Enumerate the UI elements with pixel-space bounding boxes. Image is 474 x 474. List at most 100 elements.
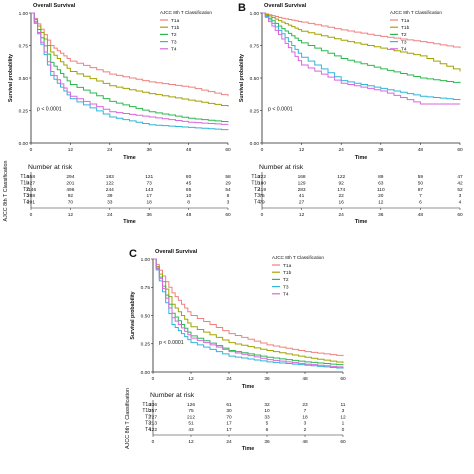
- risk-count: 3: [459, 193, 462, 199]
- series-line-t1a: [262, 12, 461, 49]
- y-tick-label: 0.75: [250, 43, 260, 49]
- series-line-t1a: [153, 258, 344, 357]
- risk-x-tick-label: 48: [186, 212, 192, 218]
- series-line-t4: [31, 12, 229, 125]
- y-tick-label: 0.75: [141, 285, 151, 291]
- y-tick-label: 0.50: [141, 313, 151, 319]
- risk-x-tick-label: 0: [152, 439, 155, 445]
- x-tick-label: 48: [302, 376, 308, 382]
- legend-label: T4: [171, 47, 177, 53]
- risk-count: 201: [66, 180, 74, 186]
- risk-count: 50: [418, 180, 424, 186]
- y-tick-label: 0.00: [250, 141, 260, 147]
- risk-count: 92: [339, 180, 345, 186]
- risk-count: 7: [304, 408, 307, 414]
- risk-count: 39: [107, 193, 113, 199]
- legend-label: T1a: [171, 18, 180, 24]
- series-line-t1b: [153, 258, 344, 363]
- risk-count: 17: [147, 193, 153, 199]
- risk-count: 75: [188, 408, 194, 414]
- legend-label: T3: [283, 284, 289, 290]
- legend-title: AJCC 8th T Classification: [272, 255, 324, 260]
- risk-count: 122: [106, 180, 114, 186]
- risk-count: 27: [299, 200, 305, 206]
- risk-group-label: T3: [23, 193, 29, 199]
- risk-table-title: Number at risk: [28, 164, 73, 171]
- risk-count: 30: [226, 408, 232, 414]
- risk-count: 87: [418, 187, 424, 193]
- panel-title: Overall Survival: [155, 249, 198, 255]
- risk-count: 294: [66, 174, 74, 180]
- risk-group-label: T1a: [142, 402, 151, 408]
- y-axis-label: Survival probability: [8, 54, 14, 102]
- risk-count: 18: [147, 200, 153, 206]
- risk-count: 22: [339, 193, 345, 199]
- risk-count: 33: [264, 414, 270, 420]
- y-tick-label: 0.25: [19, 108, 29, 114]
- risk-count: 143: [145, 187, 153, 193]
- risk-count: 59: [418, 174, 424, 180]
- risk-group-label: T2: [23, 187, 29, 193]
- risk-count: 10: [264, 408, 270, 414]
- legend-label: T3: [171, 39, 177, 45]
- risk-axis-label: AJCC 8th T Classification: [125, 388, 131, 449]
- risk-count: 20: [378, 193, 384, 199]
- risk-count: 10: [186, 193, 192, 199]
- risk-count: 61: [226, 402, 232, 408]
- risk-count: 1: [342, 421, 345, 427]
- legend-label: T1b: [171, 25, 180, 31]
- y-tick-label: 0.25: [250, 108, 260, 114]
- p-value-label: p < 0.0001: [268, 107, 293, 113]
- risk-group-label: T1a: [20, 174, 29, 180]
- risk-count: 121: [145, 174, 153, 180]
- y-tick-label: 0.25: [141, 342, 151, 348]
- risk-count: 52: [457, 187, 463, 193]
- legend-label: T1a: [401, 18, 410, 24]
- risk-x-tick-label: 36: [147, 212, 153, 218]
- risk-x-tick-label: 12: [68, 212, 74, 218]
- x-tick-label: 48: [418, 147, 424, 153]
- panel-letter: C: [129, 248, 137, 260]
- legend-label: T2: [401, 32, 407, 38]
- risk-count: 18: [302, 414, 308, 420]
- x-tick-label: 24: [226, 376, 232, 382]
- risk-count: 47: [457, 174, 463, 180]
- legend-title: AJCC 8th T Classification: [390, 10, 442, 15]
- risk-group-label: T1b: [142, 408, 151, 414]
- risk-count: 6: [266, 427, 269, 433]
- risk-count: 73: [147, 180, 153, 186]
- risk-group-label: T4: [23, 200, 29, 206]
- x-tick-label: 60: [457, 147, 463, 153]
- series-line-t4: [262, 12, 460, 105]
- risk-count: 8: [187, 200, 190, 206]
- risk-count: 7: [419, 193, 422, 199]
- risk-count: 17: [226, 427, 232, 433]
- risk-count: 29: [225, 180, 231, 186]
- risk-count: 126: [187, 402, 195, 408]
- risk-x-tick-label: 36: [264, 439, 270, 445]
- risk-count: 168: [298, 174, 306, 180]
- risk-count: 89: [378, 174, 384, 180]
- risk-x-tick-label: 60: [457, 212, 463, 218]
- legend-label: T1a: [283, 263, 292, 269]
- x-axis-label: Time: [355, 155, 367, 161]
- risk-count: 0: [342, 427, 345, 433]
- risk-group-label: T1b: [251, 180, 260, 186]
- x-tick-label: 36: [147, 147, 153, 153]
- y-tick-label: 0.00: [141, 370, 151, 376]
- risk-x-tick-label: 0: [30, 212, 33, 218]
- risk-count: 12: [378, 200, 384, 206]
- x-tick-label: 48: [186, 147, 192, 153]
- risk-count: 183: [106, 174, 114, 180]
- legend-label: T4: [401, 47, 407, 53]
- risk-count: 3: [227, 200, 230, 206]
- x-tick-label: 0: [261, 147, 264, 153]
- risk-count: 63: [378, 180, 384, 186]
- risk-count: 5: [266, 421, 269, 427]
